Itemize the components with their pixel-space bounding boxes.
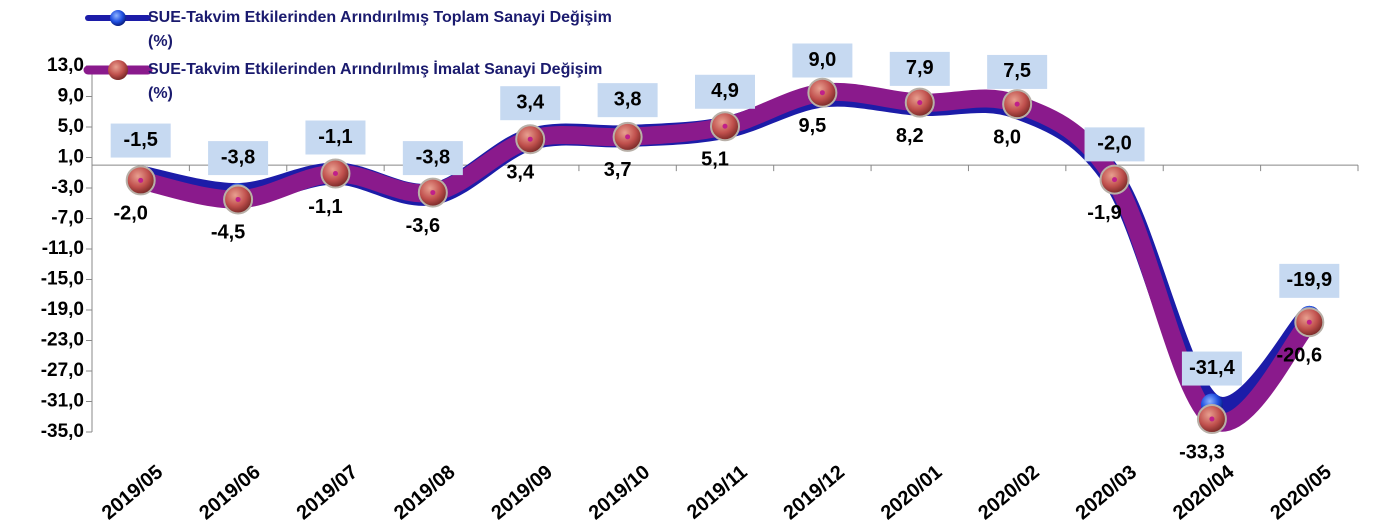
marker-dot xyxy=(917,100,923,106)
label-box xyxy=(1181,351,1242,386)
data-label: -3,6 xyxy=(406,215,440,237)
marker-dot xyxy=(1209,416,1215,422)
data-label: 3,7 xyxy=(604,159,632,181)
x-tick-label: 2020/02 xyxy=(974,461,1044,524)
data-label: -33,3 xyxy=(1179,441,1225,463)
data-label: -19,9 xyxy=(1287,269,1333,291)
x-tick-label: 2020/05 xyxy=(1266,461,1336,524)
x-tick-label: 2019/07 xyxy=(293,461,363,524)
x-tick-label: 2019/10 xyxy=(585,461,655,524)
data-label: -2,0 xyxy=(1097,133,1131,155)
y-tick-label: -23,0 xyxy=(41,330,84,351)
data-label: 5,1 xyxy=(701,149,729,171)
data-label: 8,0 xyxy=(993,126,1021,148)
label-box xyxy=(1279,263,1340,298)
data-label: 7,9 xyxy=(906,57,934,79)
y-tick-label: -15,0 xyxy=(41,269,84,290)
label-box xyxy=(110,123,171,158)
y-tick-label: -31,0 xyxy=(41,391,84,412)
marker-dot xyxy=(1306,319,1312,325)
marker-dot xyxy=(1112,177,1118,183)
x-tick-label: 2019/09 xyxy=(487,461,557,524)
label-box xyxy=(500,86,561,121)
legend-label: SUE-Takvim Etkilerinden Arındırılmış Top… xyxy=(148,9,612,50)
marker-dot xyxy=(138,177,144,183)
data-label: 7,5 xyxy=(1003,60,1031,82)
x-tick-label: 2020/03 xyxy=(1072,461,1142,524)
x-tick-label: 2019/05 xyxy=(98,461,168,524)
legend-marker xyxy=(110,10,126,26)
data-label: -1,1 xyxy=(308,196,342,218)
legend-marker xyxy=(108,60,128,80)
y-tick-label: -3,0 xyxy=(51,177,84,198)
x-tick-label: 2020/01 xyxy=(877,461,947,524)
marker-dot xyxy=(1014,101,1020,107)
label-box xyxy=(305,120,366,155)
data-label: 8,2 xyxy=(896,125,924,147)
data-label: 4,9 xyxy=(711,80,739,102)
marker-dot xyxy=(430,190,436,196)
label-box xyxy=(208,141,269,176)
x-tick-label: 2020/04 xyxy=(1169,460,1239,524)
y-tick-label: -7,0 xyxy=(51,208,84,229)
data-label: 3,4 xyxy=(506,161,535,183)
label-box xyxy=(889,51,950,86)
y-tick-label: 9,0 xyxy=(58,86,84,107)
marker-dot xyxy=(235,196,241,202)
label-box xyxy=(987,54,1048,89)
data-label: -1,9 xyxy=(1087,202,1121,224)
y-tick-label: 13,0 xyxy=(47,55,84,76)
x-tick-label: 2019/11 xyxy=(683,461,752,524)
label-box xyxy=(597,83,658,118)
data-label: -3,8 xyxy=(221,146,255,168)
data-label: 9,0 xyxy=(808,49,836,71)
data-label: -2,0 xyxy=(113,203,147,225)
y-tick-label: -35,0 xyxy=(41,421,84,442)
y-tick-label: 5,0 xyxy=(58,116,84,137)
marker-dot xyxy=(527,136,533,142)
data-label: -1,1 xyxy=(318,126,352,148)
data-label: -4,5 xyxy=(211,222,245,244)
marker-dot xyxy=(625,134,631,140)
x-tick-label: 2019/08 xyxy=(390,461,460,524)
data-label: 3,4 xyxy=(516,91,545,113)
label-box xyxy=(695,74,755,109)
label-box xyxy=(792,43,853,78)
marker-dot xyxy=(722,123,728,129)
y-tick-label: -11,0 xyxy=(42,238,84,259)
label-box xyxy=(402,141,463,176)
y-tick-label: -19,0 xyxy=(41,299,84,320)
data-label: 9,5 xyxy=(798,115,826,137)
x-tick-label: 2019/06 xyxy=(195,461,265,524)
y-tick-label: -27,0 xyxy=(41,360,84,381)
legend-label: SUE-Takvim Etkilerinden Arındırılmış İma… xyxy=(148,60,602,102)
marker-dot xyxy=(332,171,338,177)
data-label: -3,8 xyxy=(416,146,450,168)
data-label: -1,5 xyxy=(123,129,157,151)
data-label: 3,8 xyxy=(614,88,642,110)
label-box xyxy=(1084,127,1145,162)
marker-dot xyxy=(819,90,825,96)
data-label: -31,4 xyxy=(1189,357,1235,379)
data-label: -20,6 xyxy=(1277,344,1323,366)
x-tick-label: 2019/12 xyxy=(779,461,849,524)
y-tick-label: 1,0 xyxy=(58,147,84,168)
